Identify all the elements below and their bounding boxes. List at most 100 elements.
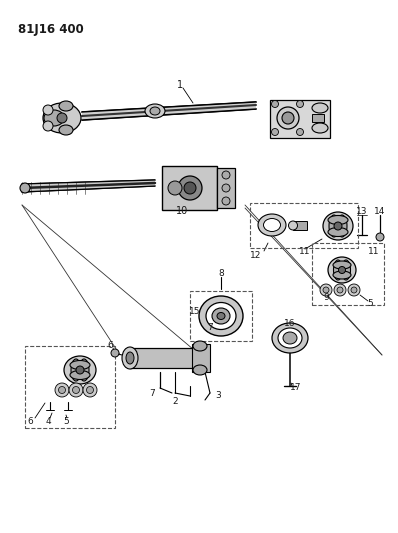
Ellipse shape (323, 212, 353, 240)
Ellipse shape (79, 359, 89, 381)
Circle shape (222, 184, 230, 192)
Text: 5: 5 (367, 298, 373, 308)
Polygon shape (22, 180, 155, 192)
Circle shape (86, 386, 94, 393)
Circle shape (57, 113, 67, 123)
Ellipse shape (193, 341, 207, 351)
Circle shape (222, 171, 230, 179)
Circle shape (178, 176, 202, 200)
Text: 16: 16 (284, 319, 296, 327)
Circle shape (83, 383, 97, 397)
Text: 13: 13 (356, 206, 368, 215)
Ellipse shape (199, 296, 243, 336)
Ellipse shape (334, 260, 343, 280)
Ellipse shape (71, 359, 81, 381)
Text: 5: 5 (63, 416, 69, 425)
Circle shape (69, 383, 83, 397)
Circle shape (271, 101, 279, 108)
Bar (270, 100, 330, 138)
Ellipse shape (312, 123, 328, 133)
Circle shape (337, 287, 343, 293)
Ellipse shape (277, 107, 299, 129)
Ellipse shape (337, 215, 347, 237)
Text: 10: 10 (176, 206, 188, 216)
Ellipse shape (70, 360, 90, 369)
Ellipse shape (126, 352, 134, 364)
Ellipse shape (328, 257, 356, 283)
Ellipse shape (282, 112, 294, 124)
Ellipse shape (329, 215, 339, 237)
Text: 2: 2 (172, 398, 178, 407)
Circle shape (76, 366, 84, 374)
Bar (192, 344, 210, 372)
Text: 11: 11 (299, 246, 311, 255)
Ellipse shape (59, 101, 73, 111)
Polygon shape (82, 102, 256, 120)
Text: 6: 6 (107, 342, 113, 351)
Bar (130, 348, 200, 368)
Circle shape (43, 121, 53, 131)
Circle shape (348, 284, 360, 296)
Circle shape (339, 266, 345, 273)
Text: 9: 9 (323, 293, 329, 302)
Ellipse shape (263, 219, 281, 231)
Circle shape (376, 233, 384, 241)
Text: 81J16 400: 81J16 400 (18, 23, 84, 36)
Ellipse shape (328, 228, 348, 237)
Text: 8: 8 (218, 269, 224, 278)
Bar (162, 166, 217, 210)
Circle shape (72, 386, 80, 393)
Bar (293, 221, 307, 230)
Text: 3: 3 (215, 392, 221, 400)
Ellipse shape (212, 308, 230, 324)
Text: 1: 1 (177, 80, 183, 90)
Text: 15: 15 (189, 306, 201, 316)
Bar (25, 346, 115, 428)
Text: 12: 12 (250, 251, 262, 260)
Ellipse shape (70, 370, 90, 379)
Circle shape (43, 105, 53, 115)
Text: 7: 7 (149, 389, 155, 398)
Circle shape (20, 183, 30, 193)
Circle shape (168, 181, 182, 195)
Bar (217, 168, 235, 208)
Ellipse shape (59, 125, 73, 135)
Circle shape (334, 284, 346, 296)
Ellipse shape (333, 271, 351, 279)
Ellipse shape (278, 328, 302, 348)
Text: 14: 14 (374, 206, 386, 215)
Ellipse shape (289, 221, 297, 230)
Ellipse shape (43, 103, 81, 133)
Ellipse shape (333, 261, 351, 269)
Bar (312, 243, 384, 305)
Text: 7: 7 (207, 322, 213, 332)
Circle shape (320, 284, 332, 296)
Circle shape (334, 222, 342, 230)
Ellipse shape (122, 347, 138, 369)
Circle shape (297, 128, 304, 135)
Ellipse shape (272, 323, 308, 353)
Circle shape (55, 383, 69, 397)
Ellipse shape (341, 260, 351, 280)
Text: 17: 17 (290, 384, 302, 392)
Ellipse shape (328, 215, 348, 224)
Text: 11: 11 (368, 246, 380, 255)
Circle shape (297, 101, 304, 108)
Bar (312, 114, 324, 122)
Circle shape (184, 182, 196, 194)
Bar (250, 203, 358, 248)
Ellipse shape (206, 303, 236, 329)
Ellipse shape (312, 103, 328, 113)
Circle shape (59, 386, 66, 393)
Ellipse shape (193, 365, 207, 375)
Ellipse shape (258, 214, 286, 236)
Circle shape (222, 197, 230, 205)
Text: 6: 6 (27, 416, 33, 425)
Ellipse shape (283, 332, 297, 344)
Circle shape (271, 128, 279, 135)
Ellipse shape (64, 356, 96, 384)
Ellipse shape (150, 107, 160, 115)
Bar (190, 291, 252, 341)
Circle shape (323, 287, 329, 293)
Circle shape (111, 349, 119, 357)
